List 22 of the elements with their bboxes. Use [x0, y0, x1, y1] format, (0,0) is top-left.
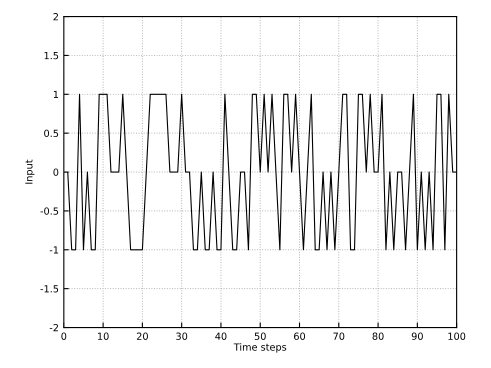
y-tick-label: -1.5: [40, 285, 58, 292]
x-tick-label: 60: [294, 332, 306, 340]
y-tick-label: -2: [50, 324, 58, 332]
x-tick-label: 0: [61, 332, 66, 340]
y-tick-label: 1.5: [44, 52, 58, 60]
y-tick-label: 1: [54, 90, 58, 98]
x-tick-label: 70: [333, 332, 344, 340]
y-axis-title: Input: [25, 160, 34, 184]
y-tick-label: -1: [50, 246, 58, 254]
x-tick-label: 10: [98, 332, 109, 340]
x-tick-label: 20: [136, 332, 148, 340]
x-tick-label: 40: [215, 332, 226, 340]
x-tick-label: 50: [254, 332, 266, 340]
y-tick-label: 0: [53, 168, 58, 176]
x-tick-label: 90: [412, 332, 423, 340]
x-tick-label: 30: [176, 332, 188, 340]
y-tick-label: 0.5: [44, 130, 58, 137]
y-tick-label: -0.5: [40, 207, 58, 215]
x-tick-label: 80: [372, 332, 384, 340]
x-axis-title: Time steps: [234, 343, 286, 353]
x-tick-label: 100: [448, 332, 466, 340]
y-tick-label: 2: [53, 13, 58, 20]
